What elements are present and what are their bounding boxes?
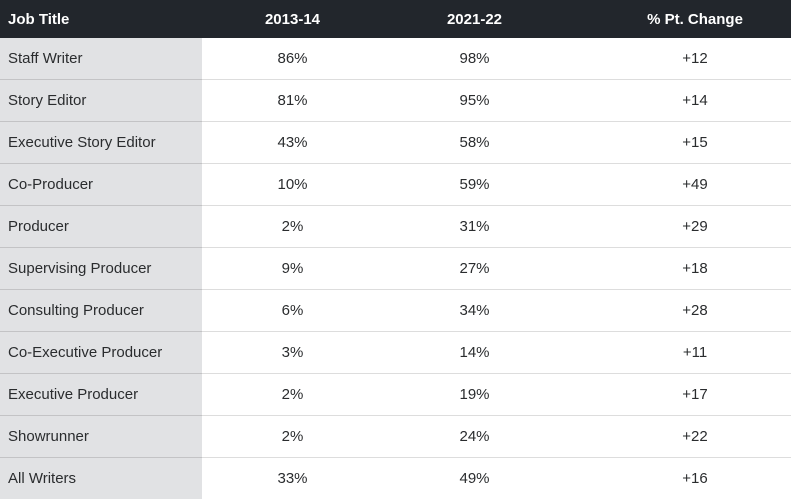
column-header-2021-22: 2021-22 xyxy=(383,0,566,38)
job-title-cell: Co-Executive Producer xyxy=(0,332,202,374)
value-cell-2013-14: 9% xyxy=(202,248,383,290)
value-cell-2021-22: 14% xyxy=(383,332,566,374)
column-header-pt-change: % Pt. Change xyxy=(566,0,791,38)
value-cell-2013-14: 3% xyxy=(202,332,383,374)
table-row: Executive Producer 2% 19% +17 xyxy=(0,374,791,416)
value-cell-pt-change: +14 xyxy=(566,80,791,122)
value-cell-pt-change: +29 xyxy=(566,206,791,248)
value-cell-pt-change: +49 xyxy=(566,164,791,206)
value-cell-pt-change: +28 xyxy=(566,290,791,332)
job-title-cell: Supervising Producer xyxy=(0,248,202,290)
table-row: Staff Writer 86% 98% +12 xyxy=(0,38,791,80)
job-title-cell: Story Editor xyxy=(0,80,202,122)
value-cell-2021-22: 58% xyxy=(383,122,566,164)
value-cell-2021-22: 95% xyxy=(383,80,566,122)
value-cell-2013-14: 2% xyxy=(202,374,383,416)
job-title-cell: Consulting Producer xyxy=(0,290,202,332)
value-cell-pt-change: +17 xyxy=(566,374,791,416)
table-row: Supervising Producer 9% 27% +18 xyxy=(0,248,791,290)
value-cell-2021-22: 59% xyxy=(383,164,566,206)
value-cell-2013-14: 43% xyxy=(202,122,383,164)
table-row: Showrunner 2% 24% +22 xyxy=(0,416,791,458)
value-cell-pt-change: +18 xyxy=(566,248,791,290)
column-header-job-title: Job Title xyxy=(0,0,202,38)
value-cell-2021-22: 19% xyxy=(383,374,566,416)
job-title-cell: Showrunner xyxy=(0,416,202,458)
table-row: Story Editor 81% 95% +14 xyxy=(0,80,791,122)
job-title-cell: Staff Writer xyxy=(0,38,202,80)
value-cell-2021-22: 31% xyxy=(383,206,566,248)
table-row: Co-Producer 10% 59% +49 xyxy=(0,164,791,206)
job-title-cell: Producer xyxy=(0,206,202,248)
value-cell-pt-change: +16 xyxy=(566,458,791,499)
value-cell-2021-22: 27% xyxy=(383,248,566,290)
table-header: Job Title 2013-14 2021-22 % Pt. Change xyxy=(0,0,791,38)
value-cell-2013-14: 2% xyxy=(202,416,383,458)
value-cell-2021-22: 34% xyxy=(383,290,566,332)
value-cell-pt-change: +15 xyxy=(566,122,791,164)
column-header-2013-14: 2013-14 xyxy=(202,0,383,38)
job-title-cell: Executive Story Editor xyxy=(0,122,202,164)
value-cell-2013-14: 86% xyxy=(202,38,383,80)
value-cell-2021-22: 24% xyxy=(383,416,566,458)
value-cell-2021-22: 98% xyxy=(383,38,566,80)
job-title-cell: All Writers xyxy=(0,458,202,499)
value-cell-2013-14: 2% xyxy=(202,206,383,248)
value-cell-pt-change: +11 xyxy=(566,332,791,374)
table-row: Producer 2% 31% +29 xyxy=(0,206,791,248)
table-row: Executive Story Editor 43% 58% +15 xyxy=(0,122,791,164)
table-row: Co-Executive Producer 3% 14% +11 xyxy=(0,332,791,374)
value-cell-pt-change: +22 xyxy=(566,416,791,458)
value-cell-2013-14: 33% xyxy=(202,458,383,499)
table-row: Consulting Producer 6% 34% +28 xyxy=(0,290,791,332)
job-title-cell: Co-Producer xyxy=(0,164,202,206)
value-cell-2013-14: 6% xyxy=(202,290,383,332)
value-cell-2013-14: 81% xyxy=(202,80,383,122)
table-body: Staff Writer 86% 98% +12 Story Editor 81… xyxy=(0,38,791,499)
header-row: Job Title 2013-14 2021-22 % Pt. Change xyxy=(0,0,791,38)
table-row: All Writers 33% 49% +16 xyxy=(0,458,791,499)
value-cell-pt-change: +12 xyxy=(566,38,791,80)
value-cell-2013-14: 10% xyxy=(202,164,383,206)
value-cell-2021-22: 49% xyxy=(383,458,566,499)
job-title-cell: Executive Producer xyxy=(0,374,202,416)
